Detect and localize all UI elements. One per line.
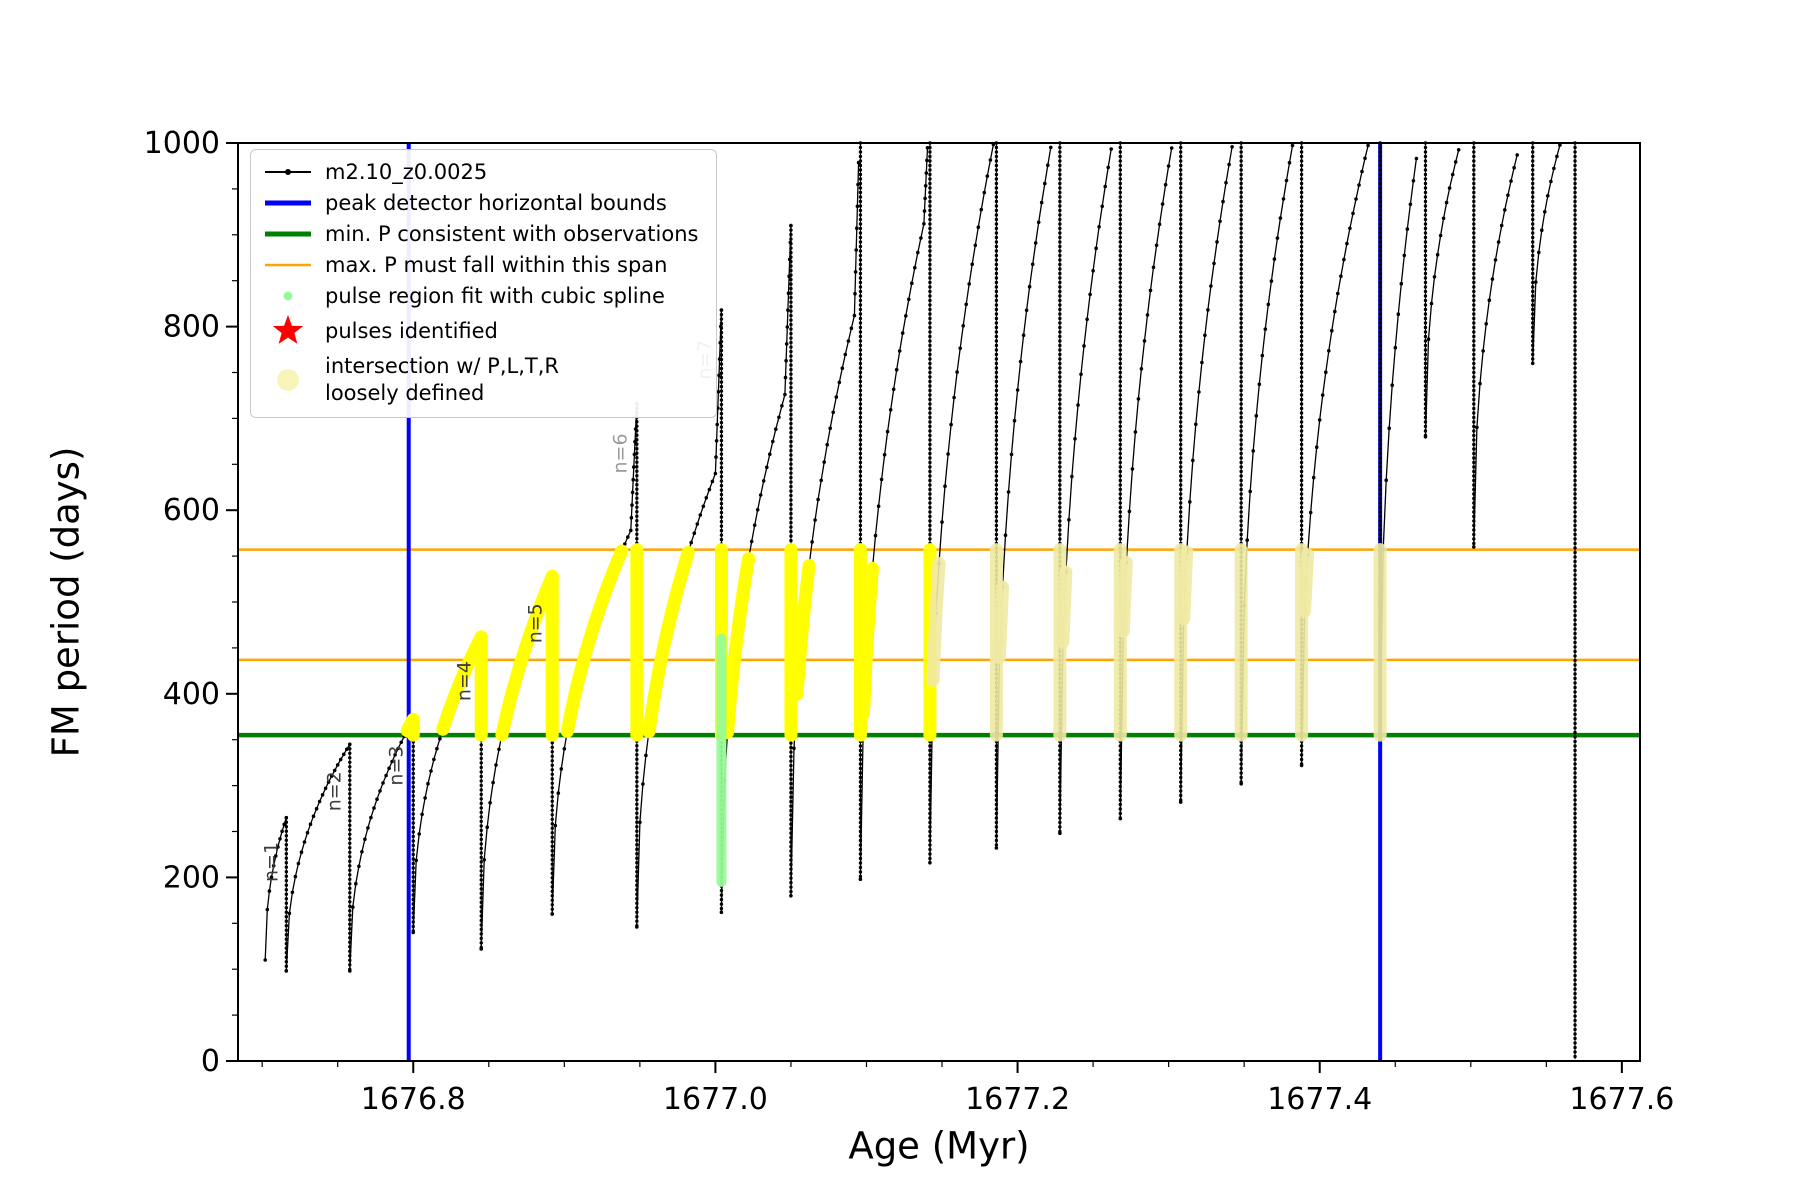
pulse-annotation: n=2 (324, 771, 346, 811)
intersection-arc-highlight (992, 580, 1009, 664)
legend-label: m2.10_z0.0025 (325, 160, 488, 184)
legend-label: pulse region fit with cubic spline (325, 284, 665, 308)
intersection-arc-highlight (1116, 556, 1133, 638)
pulse-annotation: n=5 (525, 603, 547, 643)
axes: 1676.8 1677.0 1677.2 1677.4 1677.6 0 200 400 600… (144, 126, 1675, 1117)
intersection-arc-highlight (1298, 548, 1315, 618)
pale-yellow-dot-marker-icon (277, 369, 299, 392)
red-star-marker-icon (272, 315, 304, 344)
intersection-arc-highlight (1056, 565, 1073, 649)
intersection-arc-highlight (721, 552, 756, 740)
x-tick-label: 1677.0 (663, 1082, 768, 1117)
blue-line-marker-icon (265, 200, 311, 206)
x-tick-label: 1677.2 (965, 1082, 1070, 1117)
legend-label: intersection w/ P,L,T,R (325, 354, 559, 378)
legend-item-intersection: intersection w/ P,L,T,R loosely defined (263, 353, 698, 408)
y-tick-label: 400 (163, 677, 220, 712)
pulse-annotation: n=3 (386, 746, 408, 786)
legend-item-series: m2.10_z0.0025 (263, 159, 698, 185)
legend-label: pulses identified (325, 319, 498, 343)
x-axis-title: Age (Myr) (848, 1124, 1030, 1168)
intersection-arc-highlight (560, 544, 629, 738)
y-tick-label: 1000 (144, 126, 220, 161)
intersection-overlay (400, 543, 1387, 742)
pulse-number-annotations: n=1n=2n=3n=4n=5n=6n=7 (260, 340, 716, 882)
intersection-arc-highlight (1177, 545, 1194, 626)
intersection-arc-highlight (926, 557, 946, 687)
x-tick-label: 1676.8 (361, 1082, 466, 1117)
x-tick-label: 1677.4 (1267, 1082, 1372, 1117)
orange-line-marker-icon (265, 263, 311, 267)
pulse-annotation: n=4 (454, 661, 476, 701)
legend-item-peak-bounds: peak detector horizontal bounds (263, 190, 698, 216)
intersection-arc-highlight (790, 559, 816, 701)
x-tick-label: 1677.6 (1569, 1082, 1674, 1117)
legend: m2.10_z0.0025 peak detector horizontal b… (250, 149, 718, 418)
legend-label: max. P must fall within this span (325, 253, 668, 277)
intersection-arc-highlight (857, 561, 879, 720)
y-tick-label: 800 (163, 310, 220, 345)
green-dot-marker-icon (283, 291, 293, 301)
pulse-annotation: n=1 (260, 842, 282, 882)
legend-label-line2: loosely defined (325, 381, 485, 406)
intersection-arc-highlight (642, 545, 695, 739)
y-tick-label: 600 (163, 493, 220, 528)
legend-item-min-p: min. P consistent with observations (263, 221, 698, 247)
legend-item-spline: pulse region fit with cubic spline (263, 283, 698, 309)
legend-item-pulses: pulses identified (263, 314, 698, 348)
pulse-annotation: n=6 (609, 433, 631, 473)
legend-item-max-p: max. P must fall within this span (263, 252, 698, 278)
y-tick-label: 0 (201, 1044, 220, 1079)
green-line-marker-icon (265, 231, 311, 237)
legend-label: min. P consistent with observations (325, 222, 699, 246)
intersection-arc-highlight (495, 569, 559, 742)
y-tick-label: 200 (163, 860, 220, 895)
series-line-marker-icon (265, 169, 311, 175)
y-axis-title: FM period (days) (44, 446, 88, 758)
legend-label: peak detector horizontal bounds (325, 191, 667, 215)
